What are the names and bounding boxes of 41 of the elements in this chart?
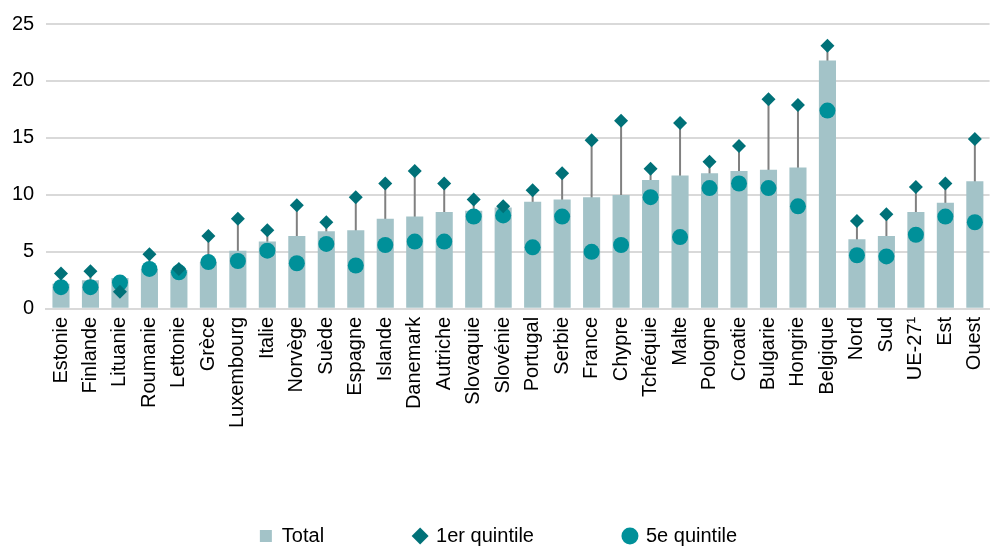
x-tick-label: Estonie <box>48 316 71 384</box>
x-tick-label: Serbie <box>549 316 572 375</box>
x-tick-label: Slovaquie <box>461 316 484 405</box>
x-tick-label: Tchéquie <box>638 316 661 397</box>
x-tick-label: Luxembourg <box>225 316 248 429</box>
x-tick-label: Italie <box>254 316 277 360</box>
legend-label: Total <box>281 523 325 546</box>
x-tick-label: Autriche <box>431 316 454 391</box>
x-tick-label: Hongrie <box>785 316 808 387</box>
x-tick-label: Nord <box>844 316 867 361</box>
y-tick-label: 10 <box>12 182 35 205</box>
x-tick-label: Lettonie <box>166 316 189 388</box>
x-tick-label: Ouest <box>962 316 985 371</box>
legend-label: 5e quintile <box>645 523 738 546</box>
x-tick-label: Danemark <box>402 315 425 410</box>
x-tick-label: Espagne <box>343 316 366 396</box>
x-tick-label: France <box>579 316 602 380</box>
y-tick-label: 20 <box>12 68 35 91</box>
x-tick-label: Est <box>932 316 955 346</box>
legend-label: 1er quintile <box>436 523 534 546</box>
y-tick-label: 15 <box>12 125 35 148</box>
x-tick-label: Islande <box>372 316 395 382</box>
y-tick-label: 0 <box>23 296 35 319</box>
y-tick-label: 5 <box>23 239 35 262</box>
x-tick-label: Finlande <box>77 316 100 394</box>
x-tick-label: Croatie <box>726 316 749 382</box>
y-tick-label: 25 <box>12 11 35 34</box>
x-tick-label: Belgique <box>814 316 837 395</box>
x-tick-label: Norvège <box>284 316 307 393</box>
x-tick-label: Sud <box>873 316 896 353</box>
x-tick-label: Grèce <box>195 316 218 372</box>
x-tick-label: Malte <box>667 316 690 366</box>
x-tick-label: Pologne <box>697 316 720 391</box>
x-tick-label: Roumanie <box>136 316 159 408</box>
x-tick-label: Slovénie <box>490 316 513 394</box>
x-tick-label: Bulgarie <box>756 316 778 391</box>
x-tick-label: UE-27¹ <box>903 316 926 381</box>
x-tick-label: Suède <box>313 316 336 375</box>
x-tick-label: Lituanie <box>107 316 130 387</box>
x-tick-label: Chypre <box>608 316 631 382</box>
x-tick-label: Portugal <box>520 316 543 392</box>
